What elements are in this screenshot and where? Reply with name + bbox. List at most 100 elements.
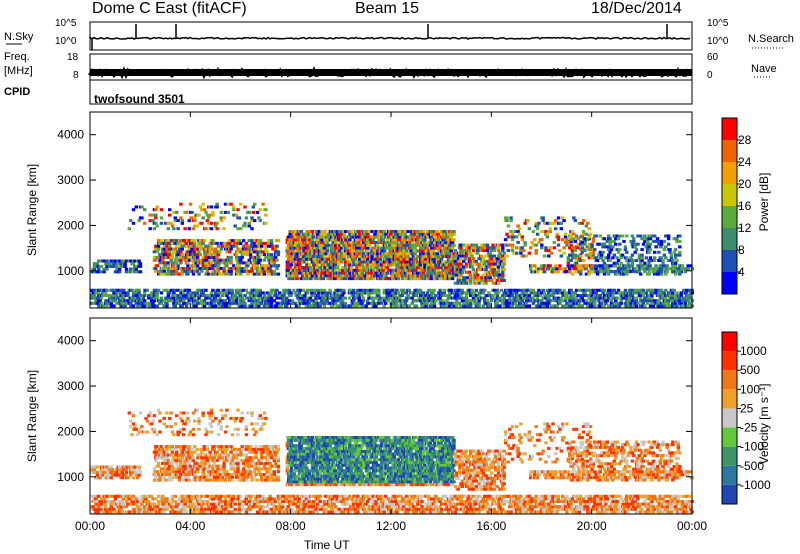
echo-cell (239, 288, 243, 292)
echo-cell (671, 291, 675, 295)
echo-cell (184, 304, 189, 308)
echo-cell (634, 291, 639, 295)
echo-cell (184, 269, 189, 273)
echo-cell (380, 274, 384, 278)
echo-cell (208, 247, 212, 251)
echo-cell (148, 227, 152, 231)
echo-cell (477, 262, 481, 266)
echo-cell (501, 249, 505, 252)
echo-cell (315, 296, 320, 300)
echo-cell (535, 270, 540, 274)
echo-cell (306, 241, 310, 245)
echo-cell (131, 208, 136, 212)
echo-cell (91, 296, 95, 300)
echo-cell (148, 304, 152, 308)
echo-cell (406, 255, 410, 258)
echo-cell (162, 247, 166, 251)
echo-cell (568, 269, 572, 273)
echo-cell (207, 253, 211, 257)
echo-cell (175, 255, 179, 259)
echo-cell (229, 247, 233, 251)
echo-cell (179, 250, 183, 254)
echo-cell (170, 255, 175, 259)
echo-cell (320, 249, 324, 253)
echo-cell (359, 243, 363, 247)
echo-cell (225, 250, 229, 254)
echo-cell (457, 301, 462, 305)
echo-cell (330, 246, 334, 250)
echo-cell (450, 277, 455, 281)
echo-cell (226, 244, 230, 248)
echo-cell (356, 274, 360, 278)
echo-cell (127, 227, 131, 231)
echo-cell (112, 264, 116, 268)
echo-cell (214, 264, 218, 268)
echo-cell (413, 252, 417, 256)
echo-cell (271, 244, 275, 248)
echo-cell (496, 291, 501, 295)
echo-cell (382, 304, 386, 308)
echo-cell (250, 301, 254, 305)
echo-cell (363, 246, 367, 250)
echo-cell (637, 269, 642, 273)
echo-cell (398, 274, 402, 278)
echo-cell (459, 257, 463, 261)
echo-cell (359, 252, 363, 256)
echo-cell (342, 277, 346, 281)
echo-cell (229, 202, 233, 206)
echo-cell (272, 269, 276, 273)
echo-cell (378, 296, 382, 300)
echo-cell (430, 235, 434, 239)
echo-cell (172, 296, 176, 300)
echo-cell (509, 291, 513, 295)
echo-cell (182, 244, 186, 248)
echo-cell (664, 272, 668, 276)
echo-cell (328, 288, 332, 292)
echo-cell (173, 294, 177, 297)
echo-cell (423, 263, 427, 267)
echo-cell (430, 294, 434, 297)
echo-cell (651, 301, 655, 305)
echo-cell (620, 234, 625, 238)
echo-cell (659, 245, 664, 249)
echo-cell (678, 250, 682, 254)
echo-cell (172, 272, 176, 276)
echo-cell (325, 257, 330, 261)
echo-cell (168, 244, 172, 248)
echo-cell (641, 288, 646, 292)
echo-cell (488, 304, 492, 308)
echo-cell (349, 304, 353, 308)
nsky-strip-frame (89, 21, 693, 51)
echo-cell (595, 259, 600, 262)
echo-cell (225, 294, 229, 297)
echo-cell (335, 266, 340, 270)
echo-cell (116, 288, 120, 292)
echo-cell (298, 235, 302, 239)
echo-cell (318, 296, 322, 300)
echo-cell (166, 253, 170, 257)
echo-cell (664, 288, 668, 292)
echo-cell (510, 249, 515, 252)
echo-cell (382, 230, 387, 233)
echo-cell (495, 279, 499, 282)
echo-cell (211, 267, 215, 270)
echo-cell (338, 230, 342, 233)
echo-cell (407, 296, 412, 300)
echo-cell (516, 296, 520, 300)
echo-cell (484, 281, 488, 285)
echo-cell (176, 219, 180, 223)
echo-cell (239, 261, 243, 265)
echo-cell (591, 288, 596, 292)
echo-cell (335, 296, 339, 300)
echo-cell (182, 267, 186, 270)
echo-cell (316, 263, 320, 267)
echo-cell (629, 256, 633, 260)
echo-cell (332, 255, 337, 258)
echo-cell (366, 246, 370, 250)
echo-cell (545, 288, 550, 292)
echo-cell (201, 291, 205, 295)
echo-cell (484, 301, 488, 305)
echo-cell (474, 243, 478, 247)
echo-cell (331, 294, 335, 297)
echo-cell (400, 299, 405, 303)
